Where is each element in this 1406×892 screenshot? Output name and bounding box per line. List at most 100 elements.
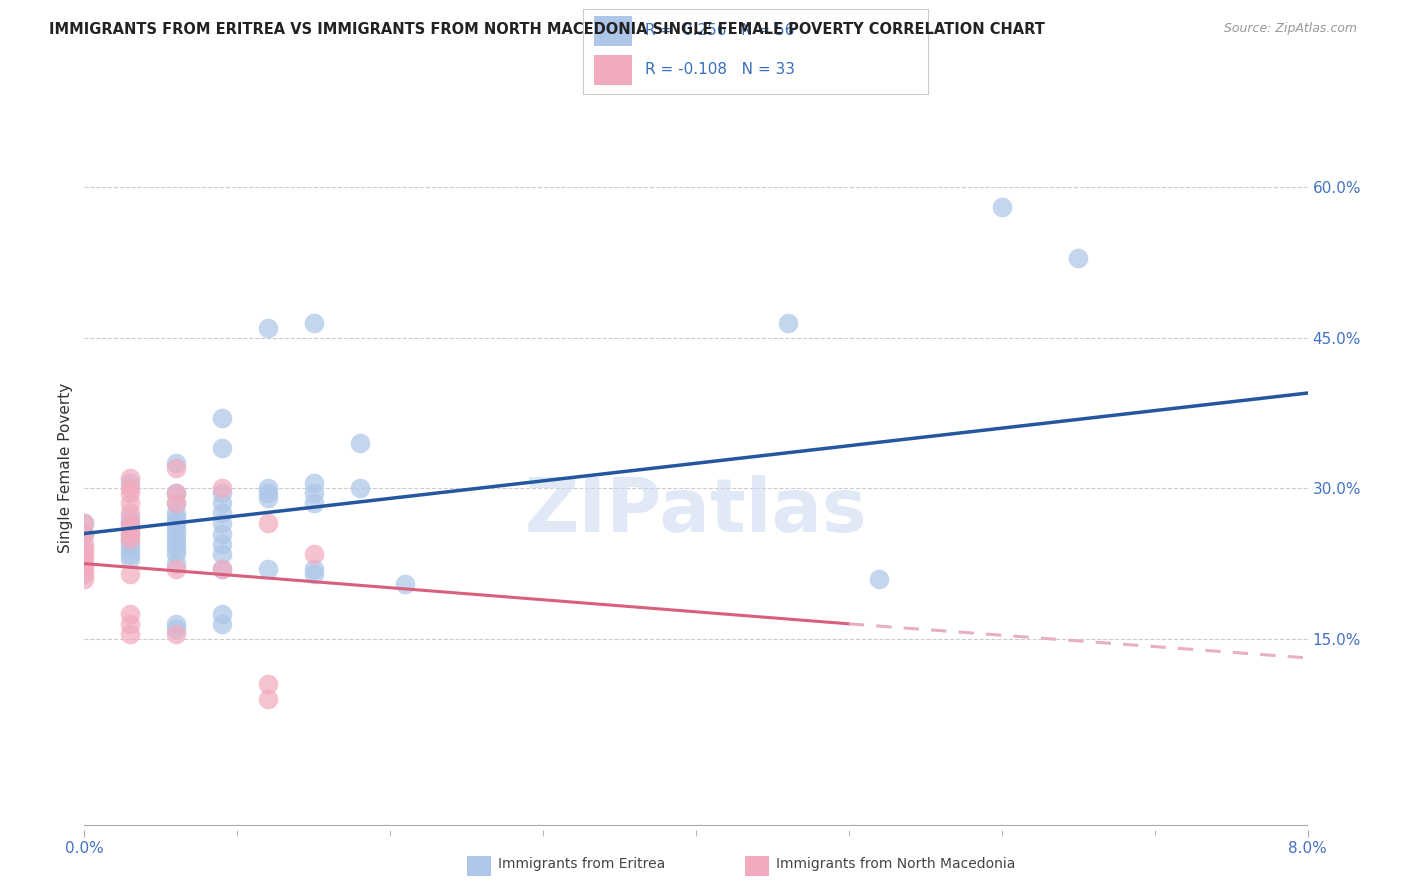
- Point: [73, 541, 96, 556]
- Point: [120, 476, 142, 491]
- Point: [73, 562, 96, 576]
- Point: [302, 316, 325, 330]
- Point: [165, 536, 187, 550]
- Point: [165, 486, 187, 500]
- Point: [211, 562, 233, 576]
- Point: [257, 321, 280, 335]
- Point: [211, 526, 233, 541]
- Point: [120, 516, 142, 531]
- Point: [211, 547, 233, 561]
- Point: [211, 442, 233, 455]
- Point: [211, 482, 233, 496]
- Point: [165, 532, 187, 546]
- Point: [211, 507, 233, 521]
- Point: [165, 507, 187, 521]
- Point: [120, 532, 142, 546]
- Point: [120, 547, 142, 561]
- Point: [211, 607, 233, 621]
- Point: [120, 516, 142, 531]
- Text: Source: ZipAtlas.com: Source: ZipAtlas.com: [1223, 22, 1357, 36]
- Point: [120, 607, 142, 621]
- Point: [165, 516, 187, 531]
- Point: [211, 411, 233, 425]
- Point: [73, 536, 96, 550]
- Point: [165, 496, 187, 510]
- Point: [120, 486, 142, 500]
- Point: [120, 482, 142, 496]
- Point: [165, 557, 187, 571]
- Point: [302, 547, 325, 561]
- Point: [211, 616, 233, 631]
- Point: [302, 566, 325, 581]
- Point: [165, 496, 187, 510]
- Point: [165, 627, 187, 641]
- Point: [211, 562, 233, 576]
- Point: [257, 516, 280, 531]
- Point: [120, 566, 142, 581]
- Point: [211, 516, 233, 531]
- Point: [120, 541, 142, 556]
- Point: [869, 572, 891, 586]
- Text: R = -0.108   N = 33: R = -0.108 N = 33: [645, 62, 796, 78]
- Point: [165, 456, 187, 470]
- Point: [120, 551, 142, 566]
- FancyBboxPatch shape: [593, 54, 631, 85]
- Point: [302, 486, 325, 500]
- Point: [120, 507, 142, 521]
- Point: [73, 557, 96, 571]
- Point: [776, 316, 799, 330]
- Point: [120, 616, 142, 631]
- Point: [120, 526, 142, 541]
- Point: [73, 526, 96, 541]
- Point: [302, 476, 325, 491]
- Point: [73, 516, 96, 531]
- Point: [257, 486, 280, 500]
- Point: [73, 547, 96, 561]
- Point: [120, 511, 142, 525]
- Point: [257, 692, 280, 706]
- Point: [349, 436, 371, 450]
- Text: Immigrants from North Macedonia: Immigrants from North Macedonia: [776, 857, 1015, 871]
- Point: [73, 572, 96, 586]
- Point: [120, 526, 142, 541]
- Point: [120, 536, 142, 550]
- Point: [211, 496, 233, 510]
- Point: [211, 486, 233, 500]
- Point: [257, 562, 280, 576]
- Point: [991, 201, 1014, 215]
- Point: [73, 551, 96, 566]
- Point: [120, 522, 142, 536]
- Point: [302, 496, 325, 510]
- Point: [165, 511, 187, 525]
- Point: [257, 491, 280, 506]
- Point: [165, 562, 187, 576]
- Text: IMMIGRANTS FROM ERITREA VS IMMIGRANTS FROM NORTH MACEDONIA SINGLE FEMALE POVERTY: IMMIGRANTS FROM ERITREA VS IMMIGRANTS FR…: [49, 22, 1045, 37]
- Point: [120, 532, 142, 546]
- Point: [120, 627, 142, 641]
- Text: Immigrants from Eritrea: Immigrants from Eritrea: [498, 857, 665, 871]
- Point: [302, 562, 325, 576]
- Point: [165, 526, 187, 541]
- Point: [73, 566, 96, 581]
- Point: [211, 536, 233, 550]
- Point: [73, 516, 96, 531]
- Point: [165, 622, 187, 636]
- FancyBboxPatch shape: [593, 16, 631, 46]
- Point: [394, 576, 416, 591]
- Point: [165, 541, 187, 556]
- Point: [165, 486, 187, 500]
- Y-axis label: Single Female Poverty: Single Female Poverty: [58, 384, 73, 553]
- Point: [1067, 251, 1090, 265]
- Point: [73, 526, 96, 541]
- Point: [120, 522, 142, 536]
- Text: ZIPatlas: ZIPatlas: [524, 475, 868, 549]
- Point: [165, 547, 187, 561]
- Text: R =  0.256   N = 56: R = 0.256 N = 56: [645, 23, 794, 38]
- Point: [165, 522, 187, 536]
- Point: [120, 496, 142, 510]
- Point: [257, 677, 280, 691]
- Point: [165, 616, 187, 631]
- Point: [349, 482, 371, 496]
- Point: [120, 471, 142, 485]
- Point: [165, 461, 187, 475]
